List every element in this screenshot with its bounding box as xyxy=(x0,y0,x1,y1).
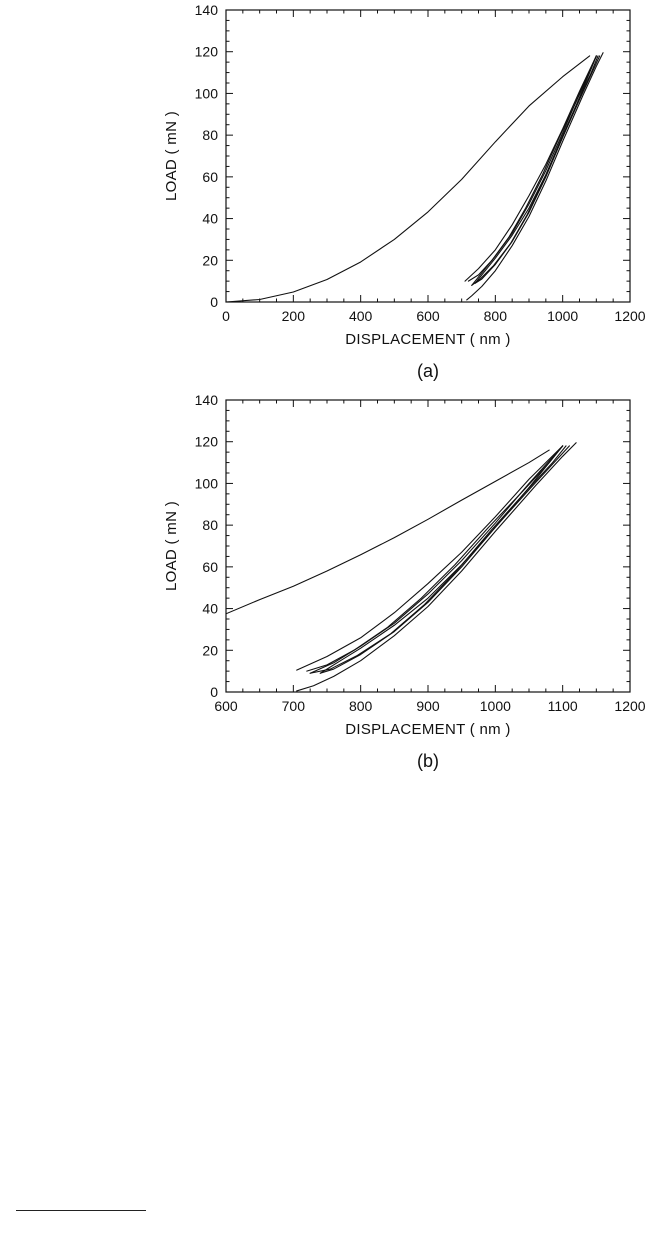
series-line-cycle-5 xyxy=(309,445,564,674)
chart-panel-b: 600 700 800 900 1000 1100 1200 0 20 40 60 80 100 120 1… xyxy=(163,392,646,771)
y-tick-label: 80 xyxy=(202,517,218,533)
series-line-cycle-2 xyxy=(319,445,570,674)
x-tick-label: 800 xyxy=(484,308,508,324)
series-line-cycle-6 xyxy=(306,445,564,672)
y-tick-label: 80 xyxy=(202,127,218,143)
x-tick-label: 1000 xyxy=(480,698,511,714)
y-tick-label: 100 xyxy=(195,475,219,491)
x-tick-label: 1200 xyxy=(614,308,645,324)
y-tick-label: 140 xyxy=(195,2,219,18)
series-line-cycle-4 xyxy=(471,55,599,286)
x-tick-label: 600 xyxy=(416,308,440,324)
y-tick-label: 0 xyxy=(210,294,218,310)
y-axis-label: LOAD ( mN ) xyxy=(163,501,180,591)
y-tick-label: 0 xyxy=(210,684,218,700)
footnote-rule xyxy=(16,1210,146,1211)
series-line-cycle-2 xyxy=(474,55,601,284)
series-line-cycle-4 xyxy=(309,445,567,674)
y-axis-label: LOAD ( mN ) xyxy=(163,111,180,201)
series-line-cycle-6 xyxy=(467,55,597,282)
x-axis-label: DISPLACEMENT ( nm ) xyxy=(345,331,510,348)
x-tick-label: 800 xyxy=(349,698,373,714)
y-tick-label: 20 xyxy=(202,642,218,658)
x-tick-label: 1000 xyxy=(547,308,578,324)
series-line-cycle-3 xyxy=(319,445,564,674)
y-tick-label: 120 xyxy=(195,44,219,60)
series-line-cycle-7 xyxy=(464,55,597,282)
series-group xyxy=(226,442,577,692)
series-line-cycle-5 xyxy=(471,55,597,286)
y-tick-label: 40 xyxy=(202,211,218,227)
panel-label: (a) xyxy=(417,361,439,381)
x-tick-label: 600 xyxy=(214,698,238,714)
y-tick-label: 60 xyxy=(202,559,218,575)
x-tick-label: 1200 xyxy=(614,698,645,714)
series-group xyxy=(226,52,604,302)
series-line-cycle-1 xyxy=(466,52,604,301)
y-tick-label: 120 xyxy=(195,434,219,450)
panel-label: (b) xyxy=(417,751,439,771)
series-line-loading xyxy=(226,449,550,615)
series-line-loading xyxy=(226,55,591,302)
y-tick-label: 100 xyxy=(195,85,219,101)
plot-frame xyxy=(225,9,631,303)
y-tick-label: 20 xyxy=(202,252,218,268)
y-tick-label: 140 xyxy=(195,392,219,408)
x-tick-label: 200 xyxy=(282,308,306,324)
x-tick-label: 400 xyxy=(349,308,373,324)
x-tick-label: 1100 xyxy=(548,698,578,714)
x-tick-label: 700 xyxy=(282,698,306,714)
x-tick-label: 0 xyxy=(222,308,230,324)
x-axis-label: DISPLACEMENT ( nm ) xyxy=(345,721,510,738)
series-line-cycle-1 xyxy=(296,442,577,692)
x-tick-label: 900 xyxy=(416,698,440,714)
y-tick-label: 60 xyxy=(202,169,218,185)
series-line-cycle-7 xyxy=(296,445,564,671)
series-line-cycle-3 xyxy=(474,55,597,284)
y-tick-label: 40 xyxy=(202,601,218,617)
plot-frame xyxy=(225,399,631,693)
chart-panel-a: 0 200 400 600 800 1000 1200 0 20 40 60 80 100 120 140 D… xyxy=(163,2,646,381)
